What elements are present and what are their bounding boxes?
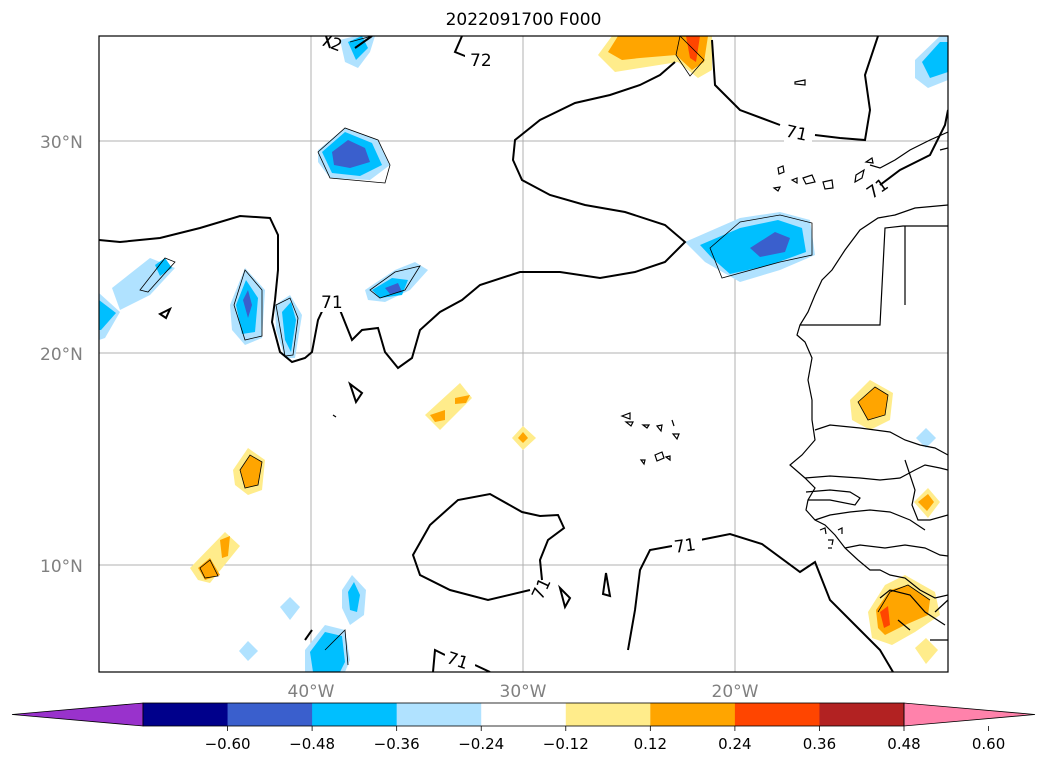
colorbar-segment: [481, 703, 567, 726]
colorbar-segment: [312, 703, 398, 726]
colorbar-tick-label: −0.36: [374, 735, 420, 753]
map-border: [98, 35, 949, 673]
islands: [332, 79, 874, 549]
lon-label-40w: 40°W: [288, 682, 335, 702]
contour-label-72-b: 72: [318, 30, 345, 56]
colorbar-tick-label: 0.48: [887, 735, 920, 753]
isolines: [99, 36, 948, 672]
colorbar-tick-label: −0.60: [205, 735, 251, 753]
lon-label-30w: 30°W: [500, 682, 547, 702]
colorbar-tick-label: 0.60: [972, 735, 1005, 753]
colorbar-segment: [650, 703, 736, 726]
contour-label-71-f: 71: [444, 648, 471, 674]
contour-label-71-a: 71: [321, 293, 343, 313]
colorbar-segment: [227, 703, 313, 726]
colorbar-tick-label: 0.12: [634, 735, 667, 753]
colorbar-tick-label: −0.24: [458, 735, 504, 753]
colorbar-extend-low: [11, 702, 144, 727]
colorbar: −0.60 −0.48 −0.36 −0.24 −0.12 0.12 0.24 0.36 0.4…: [11, 702, 1036, 753]
lat-label-20n: 20°N: [40, 345, 83, 365]
negative-anomaly-fills: [99, 36, 948, 672]
colorbar-extend-high: [903, 702, 1036, 727]
colorbar-tick-label: −0.12: [543, 735, 589, 753]
colorbar-segment: [565, 703, 651, 726]
contour-label-71-d: 71: [673, 535, 697, 558]
colorbar-tick-label: −0.48: [289, 735, 335, 753]
map-title: 2022091700 F000: [445, 10, 602, 30]
colorbar-segment: [396, 703, 482, 726]
colorbar-tick-label: 0.24: [718, 735, 751, 753]
contour-label-72-a: 72: [470, 51, 492, 71]
colorbar-segment: [143, 703, 229, 726]
colorbar-tick-label: 0.36: [803, 735, 836, 753]
colorbar-outline: [142, 702, 905, 727]
colorbar-segment: [819, 703, 905, 726]
colorbar-segment: [734, 703, 820, 726]
lon-label-20w: 20°W: [712, 682, 759, 702]
coastlines: [789, 131, 948, 641]
shade-contours: [139, 36, 931, 666]
lat-label-10n: 10°N: [40, 557, 83, 577]
lat-label-30n: 30°N: [40, 133, 83, 153]
contour-label-71-b: 71: [784, 122, 809, 146]
